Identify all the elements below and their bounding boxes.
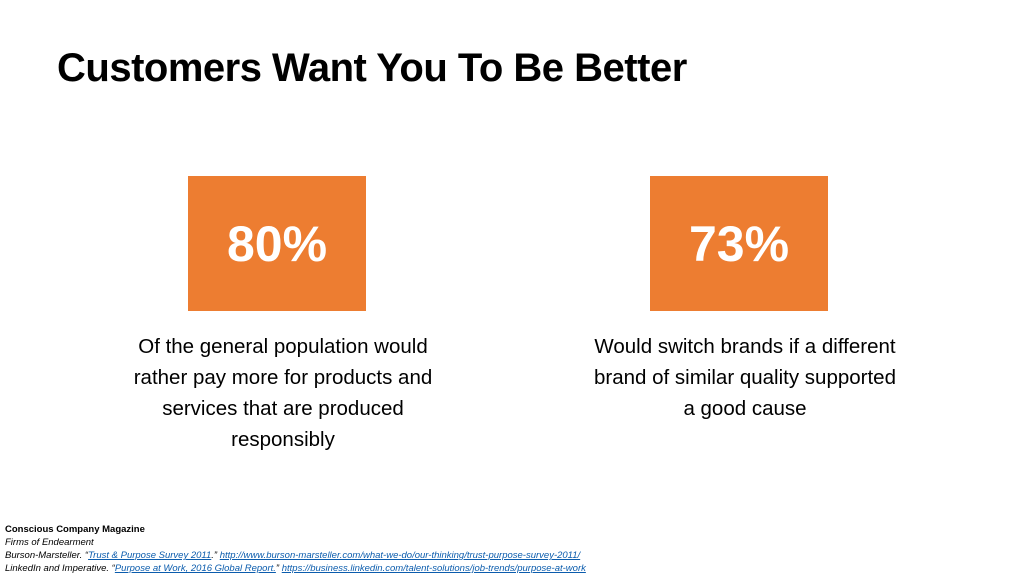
- source-middle: .”: [211, 550, 220, 561]
- trust-purpose-survey-link[interactable]: Trust & Purpose Survey 2011: [88, 550, 212, 561]
- stat-description-line: rather pay more for products and: [133, 366, 433, 389]
- stat-description-line: a good cause: [683, 397, 807, 420]
- source-firms-of-endearment: Firms of Endearment: [5, 537, 94, 548]
- source-linkedin: LinkedIn and Imperative. “Purpose at Wor…: [5, 562, 1015, 575]
- sources-footnote: Conscious Company Magazine Firms of Ende…: [5, 523, 1015, 575]
- purpose-at-work-link[interactable]: Purpose at Work, 2016 Global Report.: [114, 563, 276, 574]
- source-prefix: Burson-Marsteller. “: [5, 550, 89, 561]
- stat-box-73: 73%: [650, 176, 828, 311]
- stat-description-line: services that are produced: [162, 397, 404, 420]
- stat-value: 80%: [226, 215, 328, 272]
- stat-box-80: 80%: [188, 176, 366, 311]
- burson-marsteller-url-link[interactable]: http://www.burson-marsteller.com/what-we…: [219, 550, 581, 561]
- source-burson-marsteller: Burson-Marsteller. “Trust & Purpose Surv…: [5, 549, 1015, 562]
- source-prefix: LinkedIn and Imperative. “: [5, 563, 115, 574]
- stat-description-73: Would switch brands if a different brand…: [555, 331, 935, 424]
- slide-title: Customers Want You To Be Better: [57, 46, 687, 90]
- stat-description-80: Of the general population would rather p…: [93, 331, 473, 455]
- stat-description-line: brand of similar quality supported: [594, 366, 896, 389]
- source-middle: ”: [275, 563, 282, 574]
- linkedin-url-link[interactable]: https://business.linkedin.com/talent-sol…: [281, 563, 586, 574]
- stat-description-line: Of the general population would: [138, 335, 428, 358]
- stat-value: 73%: [688, 215, 790, 272]
- stat-description-line: responsibly: [231, 428, 335, 451]
- stat-description-line: Would switch brands if a different: [594, 335, 896, 358]
- source-conscious-company: Conscious Company Magazine: [5, 524, 145, 535]
